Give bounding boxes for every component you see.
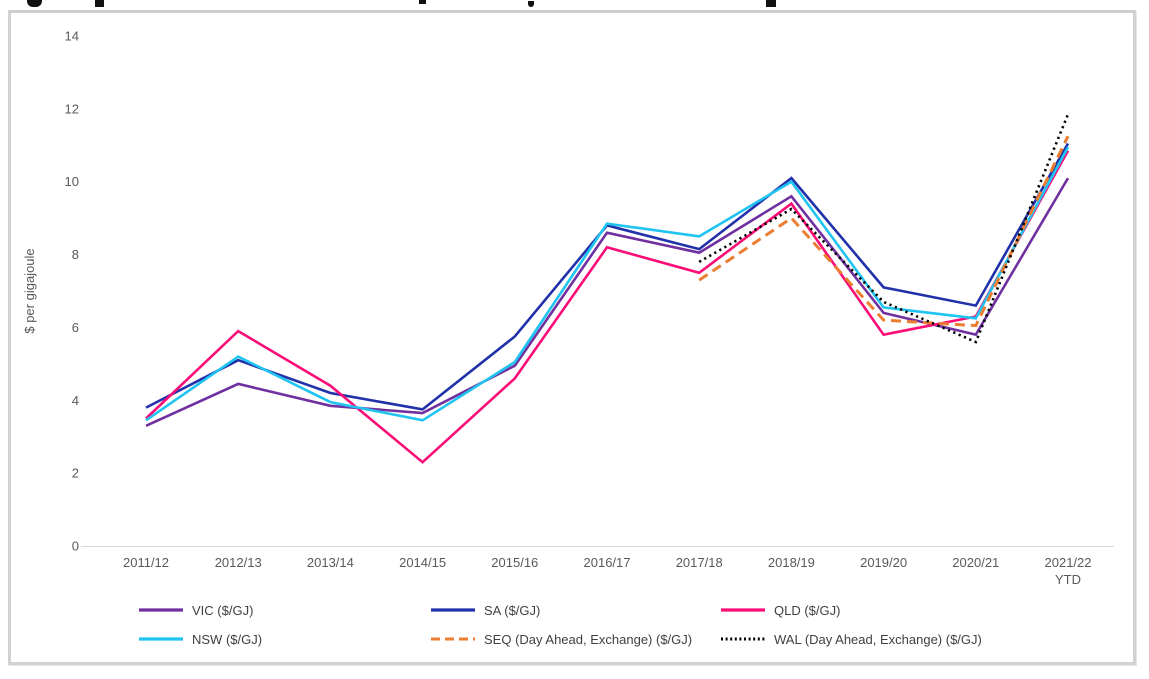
chart-frame: $ per gigajoule 0 2 4 6 8 10 12 14 2011/12 2012/1…	[8, 10, 1136, 665]
y-axis-title: $ per gigajoule	[22, 248, 37, 333]
x-tick-label: 2016/17	[584, 555, 631, 570]
legend-swatch	[721, 608, 765, 612]
cropped-title-fragment	[419, 0, 426, 4]
y-tick-label: 8	[72, 247, 79, 262]
series-line-wal	[698, 113, 1070, 344]
y-tick-label: 6	[72, 320, 79, 335]
x-tick-label: 2013/14	[307, 555, 354, 570]
legend-item-nsw: NSW ($/GJ)	[138, 628, 430, 650]
series-line-qld	[145, 150, 1070, 464]
line-chart: $ per gigajoule 0 2 4 6 8 10 12 14 2011/12 2012/1…	[22, 29, 1114, 587]
legend-label: QLD ($/GJ)	[774, 602, 841, 618]
legend-item-seq: SEQ (Day Ahead, Exchange) ($/GJ)	[430, 628, 720, 650]
legend-label: SA ($/GJ)	[484, 602, 541, 618]
series-line-sa	[145, 142, 1070, 411]
x-tick-label: 2018/19	[768, 555, 815, 570]
y-tick-label: 0	[72, 539, 79, 554]
x-tick-label: 2012/13	[215, 555, 262, 570]
legend-item-sa: SA ($/GJ)	[430, 599, 720, 621]
x-tick-label: 2019/20	[860, 555, 907, 570]
x-tick-label: 2021/22	[1045, 555, 1092, 570]
cropped-title-fragment	[27, 0, 42, 7]
legend-item-qld: QLD ($/GJ)	[720, 599, 1120, 621]
chart-legend: VIC ($/GJ) SA ($/GJ) QLD ($/GJ) NSW ($/GJ) S…	[138, 599, 1120, 650]
legend-item-vic: VIC ($/GJ)	[138, 599, 430, 621]
x-tick-label: 2011/12	[123, 555, 169, 570]
y-tick-label: 12	[65, 101, 79, 116]
cropped-title-fragment	[528, 1, 534, 7]
legend-swatch	[721, 637, 765, 641]
y-tick-label: 14	[65, 29, 79, 44]
legend-swatch	[431, 608, 475, 612]
cropped-title-fragment	[95, 0, 104, 7]
series-line-seq	[698, 135, 1070, 328]
legend-swatch	[139, 608, 183, 612]
legend-label: WAL (Day Ahead, Exchange) ($/GJ)	[774, 631, 982, 647]
x-tick-label: 2015/16	[491, 555, 538, 570]
legend-label: VIC ($/GJ)	[192, 602, 254, 618]
cropped-title-fragment	[766, 0, 776, 7]
y-tick-label: 4	[72, 393, 79, 408]
y-tick-label: 10	[65, 174, 79, 189]
legend-swatch	[139, 637, 183, 641]
series-line-vic	[145, 177, 1070, 427]
legend-label: SEQ (Day Ahead, Exchange) ($/GJ)	[484, 631, 693, 647]
legend-swatch	[431, 637, 475, 641]
legend-label: NSW ($/GJ)	[192, 631, 263, 647]
x-tick-label: 2014/15	[399, 555, 446, 570]
legend-item-wal: WAL (Day Ahead, Exchange) ($/GJ)	[720, 628, 1120, 650]
series-line-nsw	[145, 146, 1070, 422]
y-tick-label: 2	[72, 466, 79, 481]
x-tick-label: 2020/21	[952, 555, 999, 570]
x-tick-label: 2017/18	[676, 555, 723, 570]
x-tick-label: YTD	[1055, 572, 1081, 587]
